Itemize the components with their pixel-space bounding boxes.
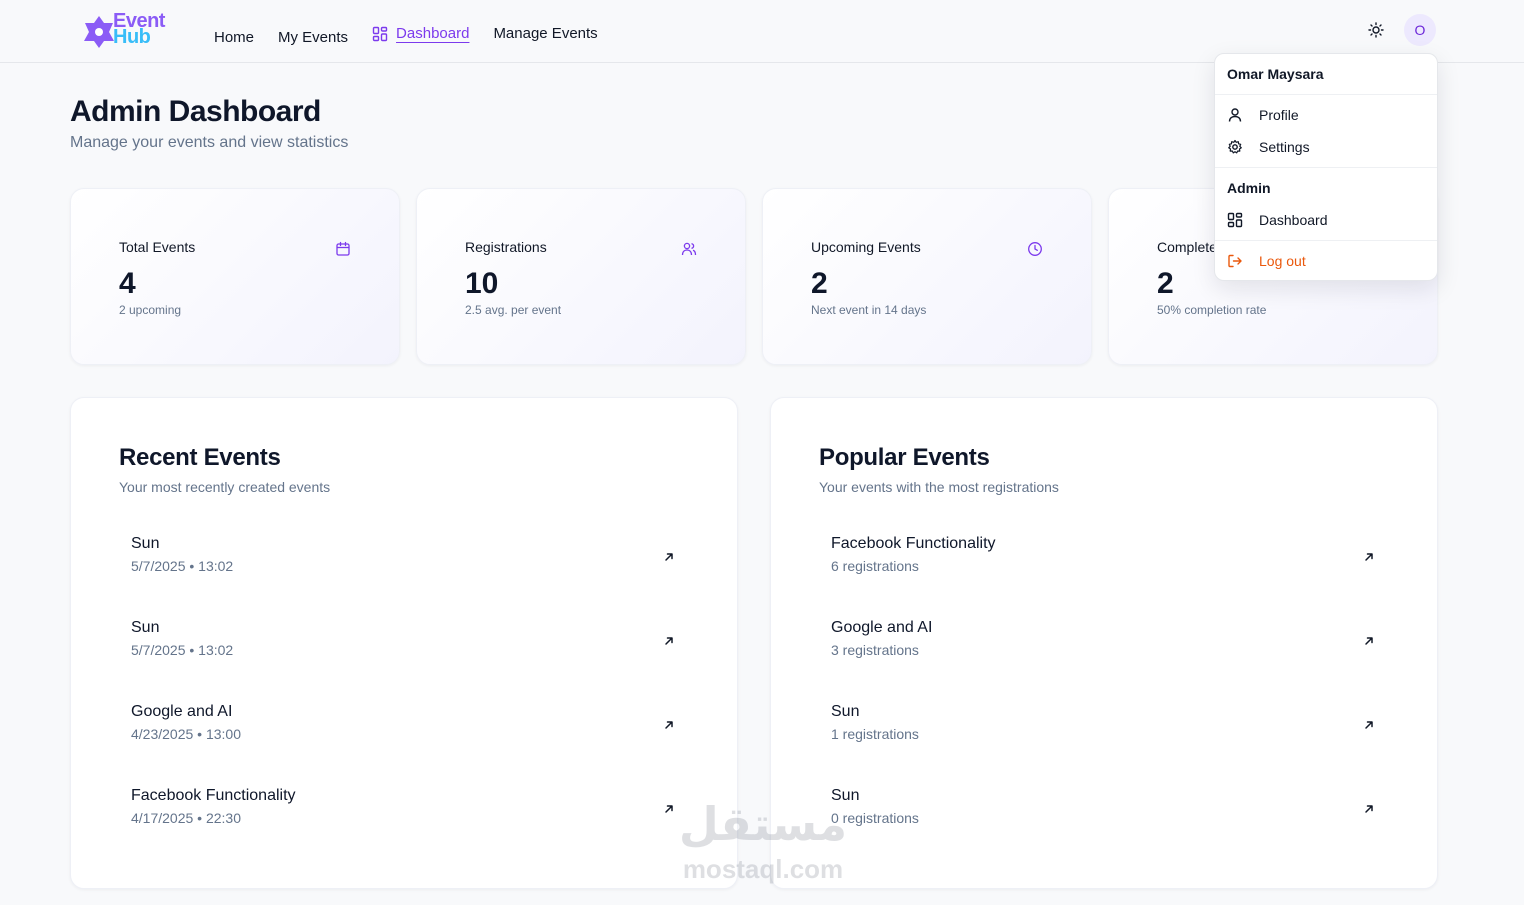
top-navbar: Event Hub Home My Events Dashboard Manag… [0,0,1524,63]
page-title: Admin Dashboard [70,95,321,128]
event-title: Google and AI [831,619,933,636]
dropdown-divider [1215,94,1437,95]
event-datetime: 4/17/2025 • 22:30 [131,810,241,826]
popular-event-row[interactable]: Sun 0 registrations [819,778,1391,842]
panel-subtitle: Your events with the most registrations [819,479,1059,495]
stat-card-upcoming-events: Upcoming Events 2 Next event in 14 days [762,188,1092,365]
event-registrations: 3 registrations [831,642,919,658]
dropdown-item-label: Dashboard [1259,212,1328,228]
gear-icon [1228,139,1242,154]
recent-event-row[interactable]: Sun 5/7/2025 • 13:02 [119,610,691,674]
nav-my-events[interactable]: My Events [278,28,349,46]
sun-icon [1368,22,1384,38]
dropdown-user-name: Omar Maysara [1227,66,1324,82]
theme-toggle-button[interactable] [1364,18,1388,42]
event-registrations: 1 registrations [831,726,919,742]
nav-dashboard-label: Dashboard [396,25,470,42]
stat-card-registrations: Registrations 10 2.5 avg. per event [416,188,746,365]
event-title: Sun [831,787,860,804]
panel-title: Popular Events [819,444,990,471]
event-datetime: 5/7/2025 • 13:02 [131,558,234,574]
stat-value: 2 [811,267,828,300]
recent-event-row[interactable]: Google and AI 4/23/2025 • 13:00 [119,694,691,758]
event-registrations: 0 registrations [831,810,919,826]
panel-title: Recent Events [119,444,281,471]
logo-star-icon [84,16,114,48]
stat-value: 10 [465,267,499,300]
arrow-up-right-icon[interactable] [661,633,677,649]
arrow-up-right-icon[interactable] [1361,549,1377,565]
logo-word-hub: Hub [113,26,151,48]
stat-value: 2 [1157,267,1174,300]
event-title: Facebook Functionality [831,535,996,552]
page-subtitle: Manage your events and view statistics [70,134,349,151]
stat-card-total-events: Total Events 4 2 upcoming [70,188,400,365]
panel-subtitle: Your most recently created events [119,479,331,495]
eventhub-logo[interactable]: Event Hub [82,10,177,52]
users-icon [681,242,697,256]
arrow-up-right-icon[interactable] [661,549,677,565]
event-title: Sun [831,703,860,720]
event-datetime: 5/7/2025 • 13:02 [131,642,234,658]
stat-label: Registrations [465,239,547,255]
dropdown-item-settings[interactable]: Settings [1219,132,1433,162]
clock-icon [1028,242,1042,256]
event-title: Google and AI [131,703,233,720]
dashboard-grid-icon [1227,212,1243,228]
dropdown-item-label: Profile [1259,107,1299,123]
recent-event-row[interactable]: Sun 5/7/2025 • 13:02 [119,526,691,590]
dropdown-divider [1215,167,1437,168]
popular-event-row[interactable]: Sun 1 registrations [819,694,1391,758]
arrow-up-right-icon[interactable] [661,717,677,733]
arrow-up-right-icon[interactable] [1361,633,1377,649]
stat-label: Upcoming Events [811,239,921,255]
popular-event-row[interactable]: Facebook Functionality 6 registrations [819,526,1391,590]
event-registrations: 6 registrations [831,558,919,574]
dropdown-item-profile[interactable]: Profile [1219,100,1433,130]
event-title: Facebook Functionality [131,787,296,804]
stat-label: Total Events [119,239,196,255]
dashboard-grid-icon [372,26,388,41]
arrow-up-right-icon[interactable] [1361,801,1377,817]
nav-manage-events[interactable]: Manage Events [493,25,598,42]
dropdown-item-logout[interactable]: Log out [1219,246,1433,276]
stat-note: Next event in 14 days [811,303,927,317]
logout-icon [1228,254,1242,268]
popular-event-row[interactable]: Google and AI 3 registrations [819,610,1391,674]
dropdown-divider [1215,240,1437,241]
stat-note: 2.5 avg. per event [465,303,562,317]
nav-dashboard[interactable]: Dashboard [372,22,469,46]
arrow-up-right-icon[interactable] [1361,717,1377,733]
dropdown-item-dashboard[interactable]: Dashboard [1219,205,1433,235]
stat-value: 4 [119,267,136,300]
user-avatar[interactable]: O [1404,14,1436,46]
event-title: Sun [131,535,160,552]
stat-note: 50% completion rate [1157,303,1267,317]
logo-word-event: Event [113,10,165,32]
calendar-icon [336,241,350,256]
dropdown-item-label: Settings [1259,139,1310,155]
recent-event-row[interactable]: Facebook Functionality 4/17/2025 • 22:30 [119,778,691,842]
event-title: Sun [131,619,160,636]
popular-events-panel: Popular Events Your events with the most… [770,397,1438,889]
stat-note: 2 upcoming [119,303,182,317]
recent-events-panel: Recent Events Your most recently created… [70,397,738,889]
user-icon [1228,108,1242,122]
nav-home[interactable]: Home [214,28,255,46]
user-dropdown-menu: Omar Maysara Profile Settings Admin Dash… [1214,53,1438,281]
arrow-up-right-icon[interactable] [661,801,677,817]
event-datetime: 4/23/2025 • 13:00 [131,726,241,742]
main-nav: Home My Events Dashboard Manage Events [214,18,622,49]
dropdown-section-admin: Admin [1227,180,1271,196]
dropdown-item-label: Log out [1259,253,1306,269]
